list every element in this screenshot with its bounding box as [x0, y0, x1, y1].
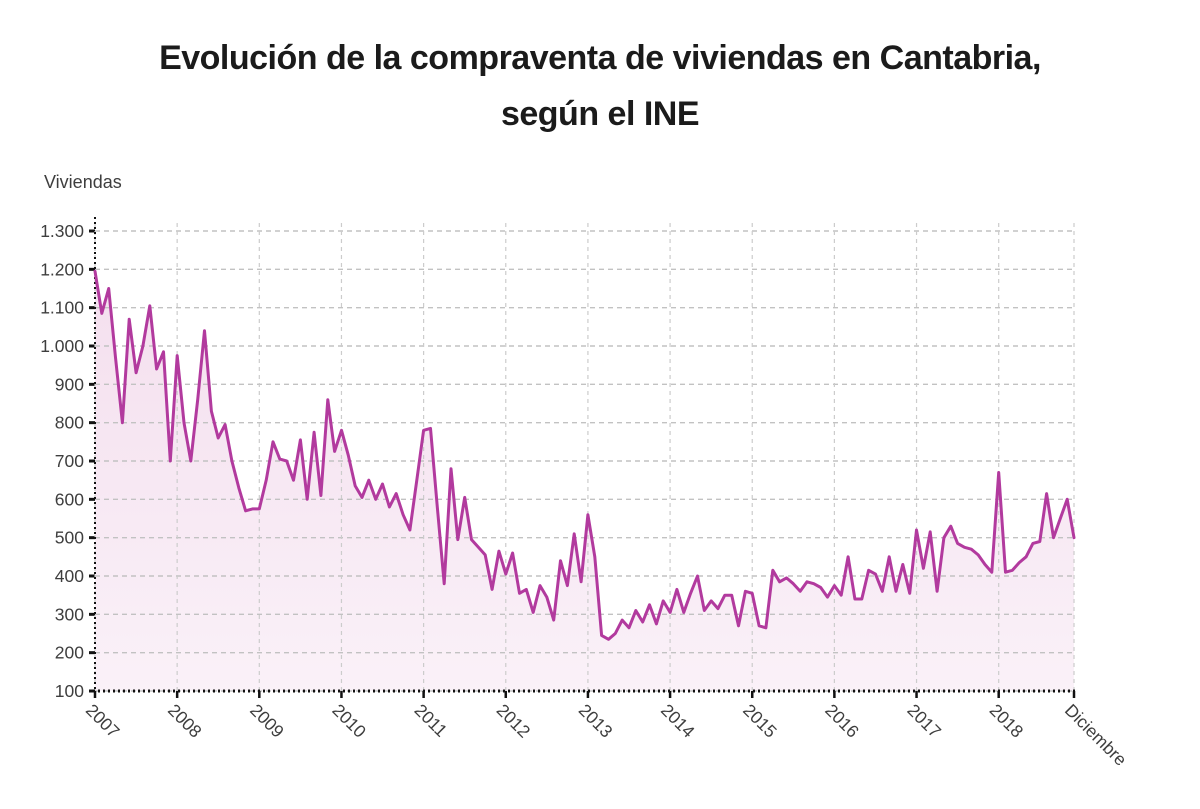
x-tick-label: 2011	[411, 700, 452, 741]
x-tick-label: 2007	[82, 700, 124, 742]
y-tick-label: 800	[55, 413, 84, 433]
y-tick-label: 600	[55, 489, 84, 509]
y-tick-label: 700	[55, 451, 84, 471]
y-tick-label: 300	[55, 604, 84, 624]
y-tick-label: 100	[55, 681, 84, 701]
y-axis-title: Viviendas	[44, 172, 122, 192]
y-tick-label: 900	[55, 374, 84, 394]
x-tick-label: 2015	[739, 700, 781, 742]
x-tick-label: 2008	[164, 700, 206, 742]
x-tick-label: 2013	[575, 700, 617, 742]
y-tick-label: 1.000	[40, 336, 84, 356]
x-tick-label: 2012	[493, 700, 535, 742]
x-tick-label: Diciembre	[1061, 700, 1131, 770]
data-line	[93, 269, 1076, 641]
y-tick-label: 500	[55, 528, 84, 548]
y-tick-label: 400	[55, 566, 84, 586]
page-title-line2: según el INE	[500, 95, 700, 133]
x-tick-label: 2014	[657, 700, 699, 742]
x-tick-label: 2010	[328, 700, 370, 742]
y-tick-label: 200	[55, 643, 84, 663]
page-title: Evolución de la compraventa de viviendas…	[0, 30, 1200, 142]
page-title-line1: Evolución de la compraventa de viviendas…	[159, 39, 1041, 77]
y-tick-label: 1.200	[40, 259, 84, 279]
x-tick-label: 2009	[246, 700, 288, 742]
x-tick-label: 2016	[821, 700, 863, 742]
y-tick-label: 1.300	[40, 221, 84, 241]
x-tick-label: 2017	[903, 700, 945, 742]
area-fill	[95, 271, 1074, 691]
y-tick-label: 1.100	[40, 298, 84, 318]
x-tick-label: 2018	[986, 700, 1028, 742]
